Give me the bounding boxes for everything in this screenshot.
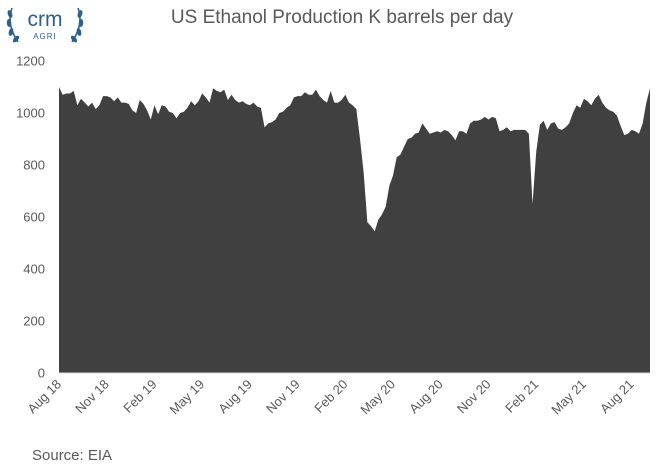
logo-subtext: AGRI xyxy=(33,32,57,41)
crm-agri-logo: crm AGRI xyxy=(4,2,86,48)
x-tick-label: Feb 21 xyxy=(502,377,541,416)
x-tick-label: Nov 19 xyxy=(263,377,303,417)
x-tick-label: Nov 18 xyxy=(72,377,112,417)
y-tick-label: 400 xyxy=(23,262,45,277)
y-tick-label: 0 xyxy=(38,366,45,381)
y-tick-label: 1200 xyxy=(16,54,45,69)
x-tick-label: Aug 19 xyxy=(215,377,255,417)
x-tick-label: Feb 20 xyxy=(311,377,350,416)
x-tick-label: Aug 20 xyxy=(406,377,446,417)
x-tick-label: Aug 18 xyxy=(24,377,64,417)
logo-text: crm xyxy=(28,8,63,31)
y-tick-label: 1000 xyxy=(16,106,45,121)
y-tick-label: 200 xyxy=(23,314,45,329)
source-note: Source: EIA xyxy=(32,447,113,464)
x-tick-label: Nov 20 xyxy=(454,377,494,417)
plot-area xyxy=(59,87,650,374)
y-tick-label: 600 xyxy=(23,210,45,225)
x-tick-label: May 21 xyxy=(548,377,589,418)
x-tick-label: May 19 xyxy=(167,377,208,418)
x-axis: Aug 18 Nov 18 Feb 19 May 19 Aug 19 Nov 19 Feb … xyxy=(24,377,636,418)
production-area xyxy=(59,87,650,373)
x-tick-label: Feb 19 xyxy=(120,377,159,416)
y-tick-label: 800 xyxy=(23,158,45,173)
laurel-logo-icon: crm AGRI xyxy=(6,7,84,43)
x-tick-label: Aug 21 xyxy=(597,377,637,417)
y-axis: 0 200 400 600 800 1000 1200 xyxy=(16,54,45,381)
x-tick-label: May 20 xyxy=(357,377,398,418)
chart-title: US Ethanol Production K barrels per day xyxy=(171,7,514,28)
